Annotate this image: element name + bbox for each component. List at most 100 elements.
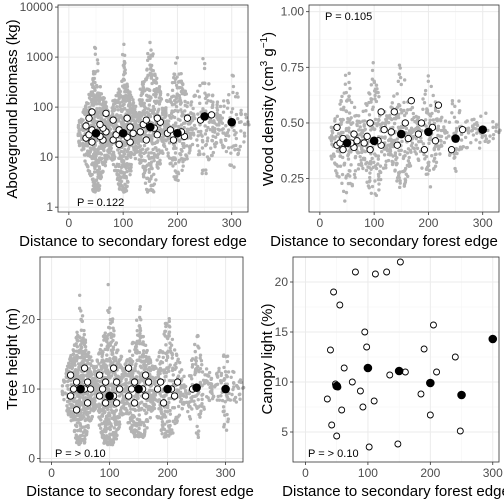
raw-point bbox=[152, 107, 157, 112]
raw-point bbox=[80, 338, 84, 342]
raw-point bbox=[152, 78, 156, 83]
raw-point bbox=[194, 362, 198, 366]
raw-point bbox=[204, 394, 209, 399]
site-mean-point bbox=[95, 371, 104, 379]
raw-point bbox=[79, 437, 84, 442]
raw-point bbox=[77, 428, 82, 433]
y-tick-label: 10 bbox=[22, 382, 36, 396]
raw-point bbox=[223, 137, 228, 142]
raw-point bbox=[335, 114, 340, 119]
raw-point bbox=[77, 293, 82, 297]
site-mean-point bbox=[96, 120, 104, 129]
raw-point bbox=[159, 428, 164, 433]
raw-point bbox=[164, 98, 169, 103]
raw-point bbox=[169, 161, 173, 165]
raw-point bbox=[203, 91, 207, 95]
raw-point bbox=[173, 108, 177, 113]
raw-point bbox=[369, 191, 374, 195]
raw-point bbox=[166, 433, 171, 438]
site-point bbox=[361, 328, 369, 336]
raw-point bbox=[87, 105, 92, 110]
raw-point bbox=[149, 409, 154, 413]
raw-point bbox=[199, 409, 203, 413]
raw-point bbox=[163, 415, 168, 419]
site-point bbox=[370, 397, 378, 405]
raw-point bbox=[404, 172, 408, 176]
site-mean-point bbox=[366, 119, 374, 127]
raw-point bbox=[176, 388, 181, 393]
raw-point bbox=[89, 373, 93, 378]
raw-point bbox=[75, 424, 79, 429]
raw-point bbox=[209, 376, 214, 381]
raw-point bbox=[400, 139, 404, 144]
raw-point bbox=[417, 158, 421, 163]
raw-point bbox=[339, 107, 343, 111]
raw-point bbox=[126, 421, 130, 425]
raw-point bbox=[347, 98, 352, 102]
raw-point bbox=[87, 406, 91, 410]
site-mean-point bbox=[407, 97, 415, 105]
raw-point bbox=[186, 101, 190, 105]
raw-point bbox=[229, 375, 233, 379]
raw-point bbox=[457, 110, 462, 115]
raw-point bbox=[82, 328, 86, 333]
raw-point bbox=[86, 396, 91, 400]
raw-point bbox=[102, 440, 107, 445]
raw-point bbox=[93, 147, 97, 151]
raw-point bbox=[180, 385, 184, 389]
raw-point bbox=[168, 115, 172, 120]
raw-point bbox=[100, 432, 104, 437]
raw-point bbox=[104, 142, 108, 147]
raw-point bbox=[204, 101, 209, 105]
raw-point bbox=[191, 112, 196, 116]
raw-point bbox=[65, 384, 69, 388]
raw-point bbox=[131, 101, 136, 105]
raw-point bbox=[83, 418, 87, 423]
site-mean-point bbox=[183, 114, 192, 122]
raw-point bbox=[167, 400, 171, 405]
raw-point bbox=[200, 370, 205, 374]
raw-point bbox=[329, 154, 333, 158]
raw-point bbox=[457, 99, 461, 103]
panel-border bbox=[308, 4, 500, 213]
raw-point bbox=[353, 175, 357, 180]
raw-point bbox=[181, 121, 186, 126]
raw-point bbox=[347, 94, 351, 99]
site-mean-point bbox=[153, 385, 162, 393]
y-axis-title: Canopy light (%) bbox=[259, 304, 276, 415]
raw-point bbox=[350, 183, 355, 188]
y-tick-label: 15 bbox=[275, 325, 289, 339]
site-mean-point bbox=[434, 101, 443, 109]
raw-point bbox=[150, 54, 155, 58]
raw-point bbox=[163, 329, 167, 334]
raw-point bbox=[377, 94, 381, 99]
raw-point bbox=[363, 127, 367, 132]
raw-point bbox=[483, 139, 487, 144]
raw-point bbox=[106, 282, 110, 287]
y-tick-label: 0 bbox=[28, 452, 35, 466]
site-mean-point bbox=[88, 108, 96, 116]
x-tick-label: 0 bbox=[66, 216, 73, 230]
site-mean-point bbox=[169, 136, 178, 144]
raw-point bbox=[95, 114, 100, 118]
raw-point bbox=[142, 158, 146, 163]
site-mean-point bbox=[333, 123, 341, 132]
raw-point bbox=[177, 413, 182, 417]
raw-point bbox=[123, 99, 128, 103]
raw-point bbox=[372, 160, 376, 165]
raw-point bbox=[237, 148, 241, 152]
raw-point bbox=[122, 144, 126, 148]
raw-point bbox=[203, 61, 207, 66]
raw-point bbox=[160, 411, 164, 416]
raw-point bbox=[419, 139, 423, 144]
raw-point bbox=[112, 414, 117, 418]
raw-point bbox=[193, 349, 197, 354]
group-mean-point bbox=[451, 134, 460, 143]
raw-point bbox=[365, 103, 369, 107]
raw-point bbox=[190, 377, 194, 381]
raw-point bbox=[105, 153, 109, 157]
raw-point bbox=[180, 110, 184, 115]
raw-point bbox=[186, 409, 190, 414]
raw-point bbox=[115, 177, 120, 182]
raw-point bbox=[198, 83, 202, 88]
